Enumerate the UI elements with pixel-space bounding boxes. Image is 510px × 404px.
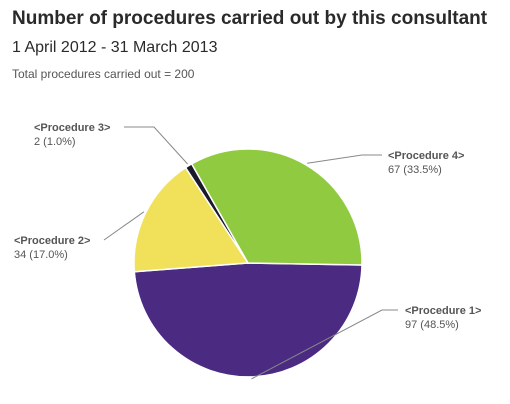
slice-label-name-1: <Procedure 1>	[405, 305, 481, 317]
slice-label-value-4: 67 (33.5%)	[388, 164, 442, 176]
leader-line-3	[124, 126, 188, 165]
slice-label-name-2: <Procedure 2>	[14, 235, 90, 247]
slice-label-name-4: <Procedure 4>	[388, 150, 464, 162]
chart-title: Number of procedures carried out by this…	[12, 8, 488, 29]
slice-label-name-3: <Procedure 3>	[34, 122, 110, 134]
chart-subtitle: 1 April 2012 - 31 March 2013	[12, 39, 218, 56]
pie-slice-2	[133, 166, 250, 273]
slice-label-value-3: 2 (1.0%)	[34, 136, 76, 148]
slice-label-value-2: 34 (17.0%)	[14, 249, 68, 261]
total-procedures-text: Total procedures carried out = 200	[12, 67, 195, 81]
leader-line-4	[307, 154, 382, 164]
leader-line-1	[251, 309, 398, 380]
slice-label-value-1: 97 (48.5%)	[405, 319, 459, 331]
pie-slice-4	[190, 148, 363, 266]
leader-line-2	[103, 211, 145, 241]
pie-slice-1	[133, 262, 363, 378]
